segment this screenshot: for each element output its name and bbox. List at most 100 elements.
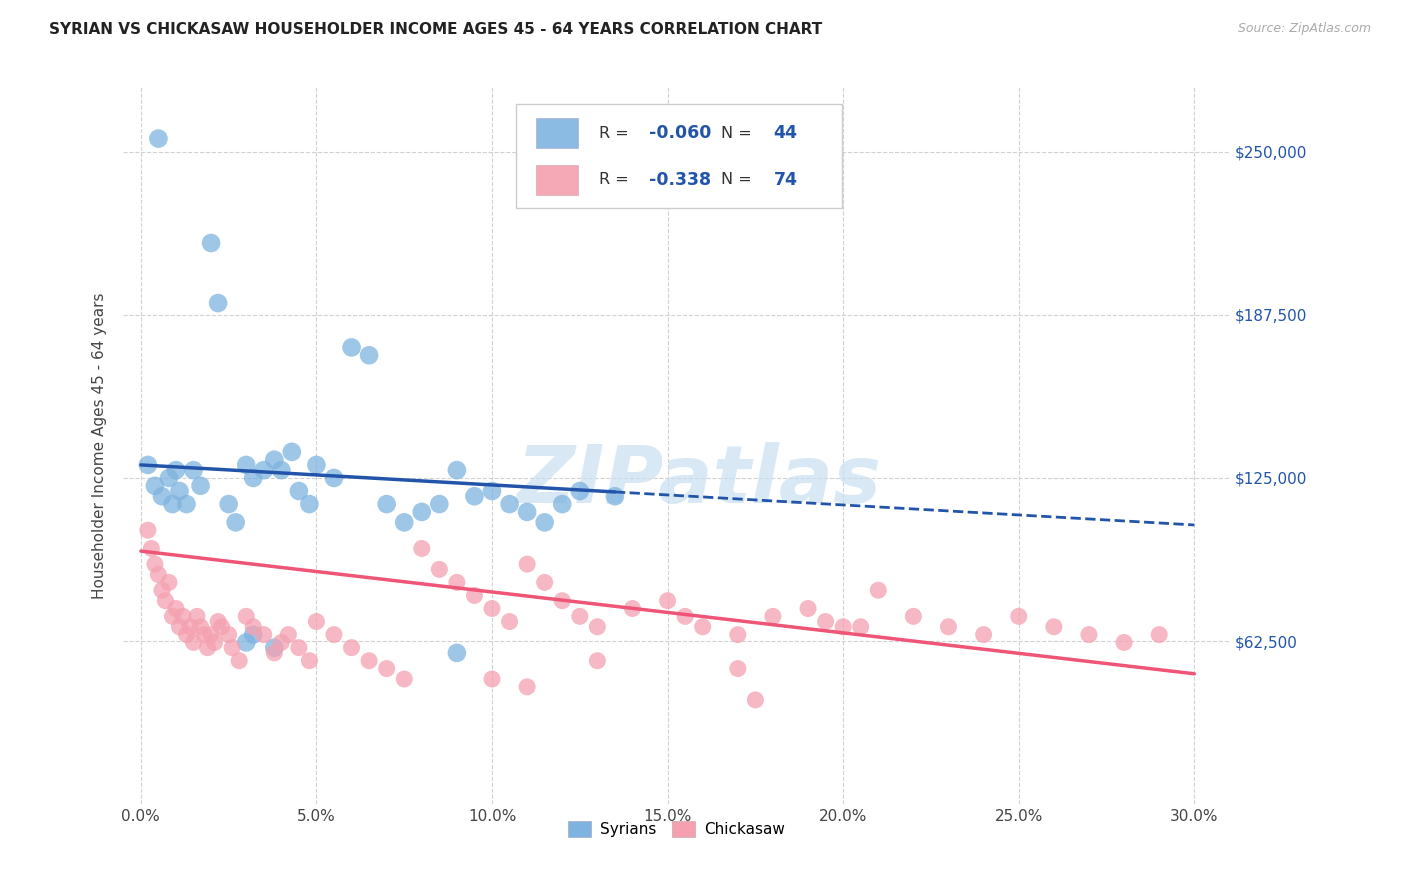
Point xyxy=(498,615,520,629)
Point xyxy=(340,640,363,655)
Text: -0.338: -0.338 xyxy=(648,170,711,189)
Point xyxy=(157,471,180,485)
Point xyxy=(849,620,872,634)
Bar xyxy=(536,118,578,148)
Point xyxy=(446,463,468,477)
Point xyxy=(207,615,229,629)
Point xyxy=(197,640,219,655)
Point xyxy=(516,505,538,519)
Point xyxy=(172,609,194,624)
Point xyxy=(797,601,820,615)
Point xyxy=(277,627,299,641)
Y-axis label: Householder Income Ages 45 - 64 years: Householder Income Ages 45 - 64 years xyxy=(93,292,107,599)
Text: R =: R = xyxy=(599,172,634,187)
Point xyxy=(211,620,233,634)
Point xyxy=(270,635,292,649)
Text: -0.060: -0.060 xyxy=(648,124,711,142)
Text: N =: N = xyxy=(721,126,756,141)
Text: N =: N = xyxy=(721,172,756,187)
Point xyxy=(359,654,381,668)
Point xyxy=(190,620,212,634)
Point xyxy=(143,479,166,493)
Point xyxy=(305,615,328,629)
Point xyxy=(150,489,173,503)
Point xyxy=(568,483,591,498)
Point xyxy=(263,452,285,467)
Point xyxy=(218,497,240,511)
Point xyxy=(281,445,304,459)
Point xyxy=(603,489,626,503)
Point xyxy=(242,627,264,641)
Point xyxy=(298,497,321,511)
Point xyxy=(176,627,198,641)
Point xyxy=(305,458,328,472)
Point xyxy=(270,463,292,477)
Point xyxy=(533,575,555,590)
Point xyxy=(235,635,257,649)
Bar xyxy=(516,104,842,209)
Text: 44: 44 xyxy=(773,124,797,142)
Point xyxy=(446,646,468,660)
Point xyxy=(323,471,346,485)
Point xyxy=(150,583,173,598)
Point xyxy=(221,640,243,655)
Point xyxy=(190,479,212,493)
Point xyxy=(253,627,276,641)
Bar xyxy=(536,165,578,194)
Point xyxy=(1043,620,1066,634)
Point xyxy=(157,575,180,590)
Point xyxy=(136,458,159,472)
Point xyxy=(727,662,749,676)
Point xyxy=(411,505,433,519)
Point xyxy=(375,497,398,511)
Point xyxy=(392,672,415,686)
Point xyxy=(727,627,749,641)
Point xyxy=(165,463,187,477)
Point xyxy=(586,620,609,634)
Point xyxy=(204,635,226,649)
Point xyxy=(263,646,285,660)
Point xyxy=(176,497,198,511)
Point xyxy=(200,235,222,250)
Point xyxy=(218,627,240,641)
Point xyxy=(814,615,837,629)
Legend: Syrians, Chickasaw: Syrians, Chickasaw xyxy=(562,815,790,843)
Point xyxy=(481,672,503,686)
Point xyxy=(938,620,960,634)
Point xyxy=(162,497,184,511)
Point xyxy=(568,609,591,624)
Point xyxy=(516,680,538,694)
Point xyxy=(446,575,468,590)
Point xyxy=(392,516,415,530)
Point xyxy=(263,640,285,655)
Point xyxy=(498,497,520,511)
Point xyxy=(200,627,222,641)
Point xyxy=(692,620,714,634)
Point xyxy=(516,557,538,571)
Point xyxy=(288,483,311,498)
Point xyxy=(481,483,503,498)
Point xyxy=(183,635,205,649)
Point xyxy=(242,471,264,485)
Point xyxy=(481,601,503,615)
Point xyxy=(411,541,433,556)
Point xyxy=(903,609,925,624)
Text: SYRIAN VS CHICKASAW HOUSEHOLDER INCOME AGES 45 - 64 YEARS CORRELATION CHART: SYRIAN VS CHICKASAW HOUSEHOLDER INCOME A… xyxy=(49,22,823,37)
Point xyxy=(551,497,574,511)
Point xyxy=(143,557,166,571)
Point xyxy=(193,627,215,641)
Point xyxy=(868,583,890,598)
Point xyxy=(375,662,398,676)
Point xyxy=(832,620,855,634)
Point xyxy=(225,516,247,530)
Point xyxy=(136,523,159,537)
Point xyxy=(235,458,257,472)
Point xyxy=(427,497,450,511)
Text: Source: ZipAtlas.com: Source: ZipAtlas.com xyxy=(1237,22,1371,36)
Point xyxy=(148,567,170,582)
Point xyxy=(744,693,766,707)
Point xyxy=(463,589,485,603)
Point xyxy=(253,463,276,477)
Point xyxy=(973,627,995,641)
Point xyxy=(288,640,311,655)
